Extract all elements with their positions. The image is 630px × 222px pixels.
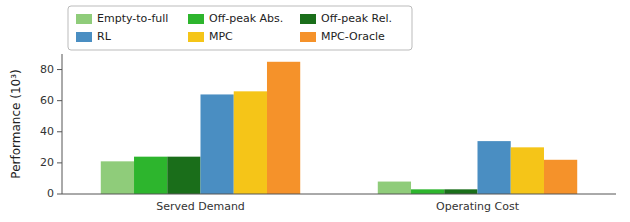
bar — [511, 147, 544, 194]
legend-swatch — [300, 32, 316, 42]
legend-label: MPC — [209, 30, 233, 43]
x-tick-label: Operating Cost — [436, 200, 520, 213]
y-tick-label: 40 — [40, 125, 54, 138]
bar — [478, 141, 511, 194]
y-tick-label: 0 — [47, 187, 54, 200]
bar — [201, 94, 234, 194]
legend-swatch — [76, 14, 92, 24]
bar — [411, 189, 444, 194]
bar — [544, 160, 577, 194]
legend-swatch — [300, 14, 316, 24]
bar — [267, 62, 300, 194]
x-axis-line — [62, 194, 616, 195]
y-tick-label: 80 — [40, 63, 54, 76]
bar — [101, 161, 134, 194]
legend: Empty-to-full Off-peak Abs. Off-peak Rel. R… — [68, 6, 412, 50]
legend-swatch — [188, 14, 204, 24]
legend-label: MPC-Oracle — [321, 30, 385, 43]
y-tick — [57, 100, 62, 101]
legend-box — [68, 6, 412, 50]
legend-swatch — [76, 32, 92, 42]
legend-label: Empty-to-full — [97, 12, 168, 25]
y-tick-label: 60 — [40, 94, 54, 107]
bar — [444, 189, 477, 194]
y-tick-label: 20 — [40, 156, 54, 169]
y-axis-label: Performance (10³) — [9, 69, 23, 178]
legend-label: Off-peak Abs. — [209, 12, 283, 25]
y-axis-line — [62, 54, 63, 194]
legend-label: Off-peak Rel. — [321, 12, 392, 25]
bar — [134, 157, 167, 194]
bar — [167, 157, 200, 194]
y-tick — [57, 162, 62, 163]
bars — [101, 62, 577, 194]
y-axis: 0 20 40 60 80 — [40, 54, 62, 200]
x-tick-label: Served Demand — [156, 200, 245, 213]
chart: 0 20 40 60 80 Performance (10³) Served Demand O… — [0, 0, 630, 222]
bar — [234, 91, 267, 194]
legend-label: RL — [97, 30, 112, 43]
bar — [378, 182, 411, 194]
legend-swatch — [188, 32, 204, 42]
y-tick — [57, 194, 62, 195]
y-tick — [57, 131, 62, 132]
y-tick — [57, 69, 62, 70]
